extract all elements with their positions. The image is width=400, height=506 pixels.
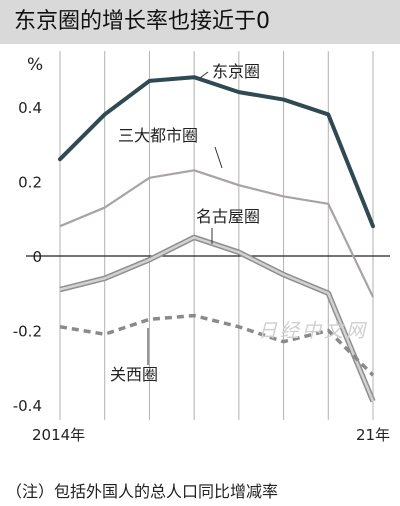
series-label-2: 名古屋圈 [196,207,260,226]
series-label-1: 三大都市圈 [118,126,198,145]
series-label-3: 关西圈 [110,365,158,384]
series-label-0: 东京圈 [212,62,260,81]
series-lines [58,75,376,403]
y-axis-unit: % [27,55,43,75]
watermark: 日经中文网 [258,320,369,342]
chart-axes: 0.4 0.2 0 -0.2 -0.4% 2014年 21年 [13,55,390,444]
y-tick-label: -0.4 [13,397,42,415]
chart-title: 东京圈的增长率也接近于0 [0,0,400,44]
chart-note: （注）包括外国人的总人口同比增减率 [6,482,279,501]
series-label-leaders [147,71,223,365]
y-tick-label: 0.2 [18,174,42,192]
series-line-1 [59,169,374,298]
series-label-leader-0 [199,71,209,79]
series-label-leader-1 [214,146,223,169]
y-tick-label: 0 [32,248,42,266]
chart-grid [59,51,374,420]
x-tick-label: 21年 [356,426,390,444]
x-tick-label: 2014年 [32,426,85,444]
y-tick-label: -0.2 [13,323,42,341]
y-tick-label: 0.4 [18,99,42,117]
series-line-3 [59,313,375,377]
series-line-2 [59,236,375,402]
series-line-0 [58,75,375,229]
